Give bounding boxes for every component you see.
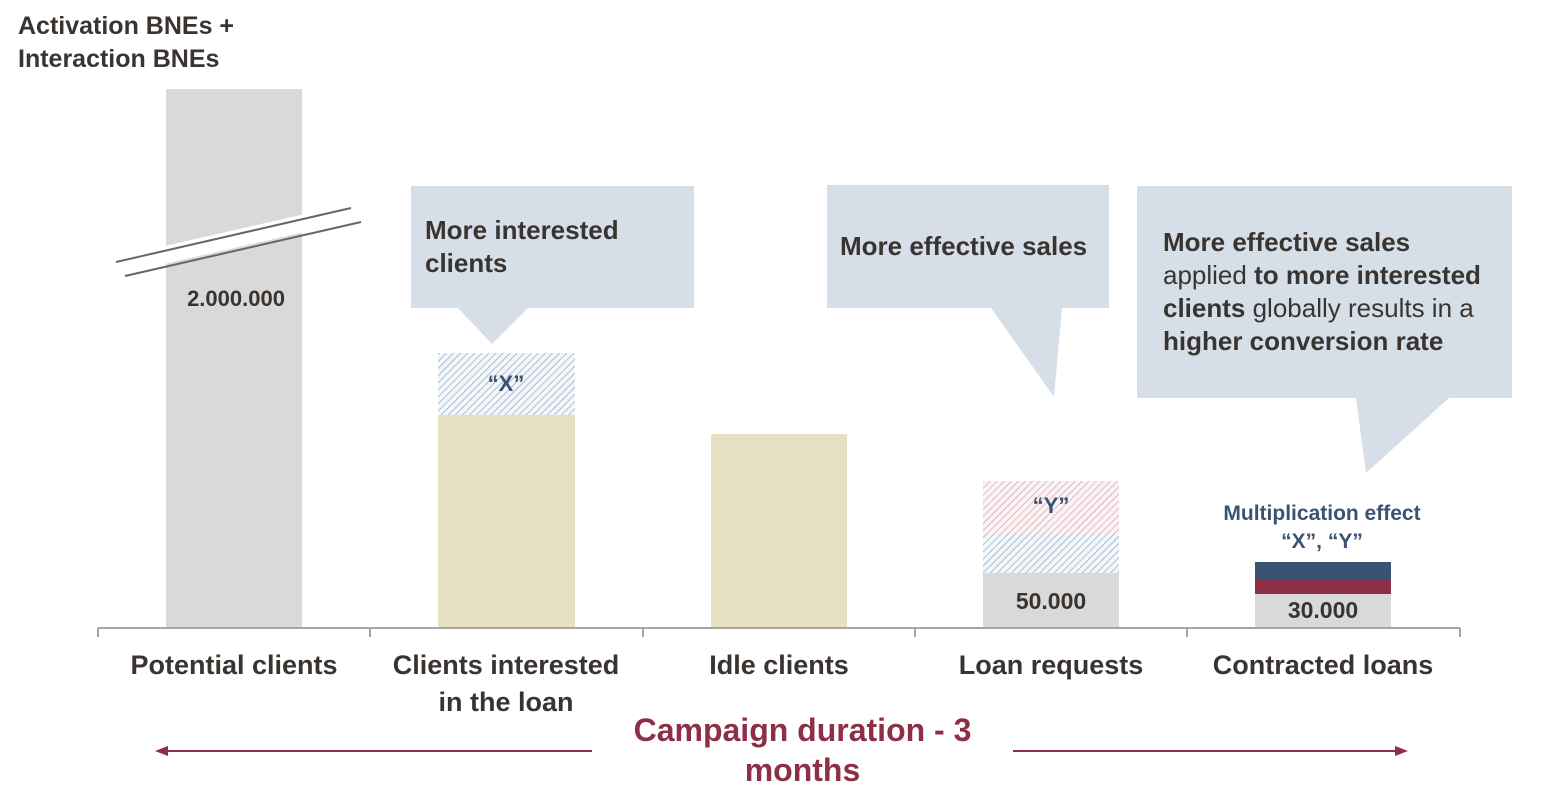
axis-break-line-bottom — [124, 221, 362, 277]
callout-2-segment-2: to more interested — [1254, 260, 1481, 290]
callout-interested-text: More interested clients — [425, 214, 619, 280]
callout-2-segment-4: globally results in a — [1245, 293, 1474, 323]
bar-interested-increment-x — [438, 353, 575, 415]
increment-label-y: “Y” — [1033, 493, 1070, 518]
bar-potential-clients-value: 2.000.000 — [187, 286, 285, 311]
callout-sales-bubble — [827, 185, 1109, 397]
callout-sales-text: More effective sales — [840, 230, 1087, 263]
callout-2-segment-3: clients — [1163, 293, 1246, 323]
bar-contracted-loans-base — [1255, 594, 1391, 628]
bar-contracted-loans-y-effect — [1255, 579, 1391, 594]
campaign-arrowhead-left — [155, 746, 168, 756]
y-axis-title-line-1: Activation BNEs + — [18, 12, 235, 40]
callout-0-segment-1: clients — [425, 248, 508, 278]
callout-conversion-bubble — [1137, 186, 1512, 473]
category-label-loan-requests-line-1: Loan requests — [959, 650, 1144, 680]
bar-loan-requests-increment-y — [983, 481, 1119, 533]
callout-2-segment-0: More effective sales — [1163, 227, 1411, 257]
callout-1-segment-0: More effective sales — [840, 231, 1088, 261]
bar-loan-requests-increment-x — [983, 533, 1119, 573]
bar-contracted-loans-value: 30.000 — [1288, 597, 1358, 623]
bar-contracted-loans-x-effect — [1255, 562, 1391, 579]
campaign-arrowhead-right — [1395, 746, 1408, 756]
category-label-idle-clients-line-1: Idle clients — [709, 650, 849, 680]
campaign-duration-label: Campaign duration - 3 months — [633, 712, 972, 788]
bar-loan-requests-base — [983, 573, 1119, 628]
axis-break-line-top — [115, 207, 352, 263]
callout-2-segment-1: applied — [1163, 260, 1255, 290]
bar-potential-clients — [166, 89, 302, 628]
bar-interested-base — [438, 415, 575, 628]
y-axis-title-line-2: Interaction BNEs — [18, 45, 220, 73]
multiplication-effect-xy: “X”, “Y” — [1281, 530, 1363, 553]
category-label-clients-interested-line-2: in the loan — [439, 687, 574, 717]
increment-label-x: “X” — [488, 371, 525, 396]
callout-2-segment-5: higher conversion rate — [1163, 326, 1444, 356]
category-label-clients-interested-line-1: Clients interested — [393, 650, 620, 680]
bar-idle-clients — [711, 434, 847, 628]
category-label-contracted-loans-line-1: Contracted loans — [1213, 650, 1434, 680]
bar-loan-requests-value: 50.000 — [1016, 588, 1086, 614]
multiplication-effect-label: Multiplication effect — [1223, 502, 1420, 525]
category-label-potential-clients-line-1: Potential clients — [130, 650, 337, 680]
callout-interested-bubble — [411, 186, 694, 344]
callout-0-segment-0: More interested — [425, 215, 619, 245]
y-axis-title: Activation BNEs + Interaction BNEs — [18, 10, 234, 76]
callout-conversion-text: More effective sales applied to more inte… — [1163, 226, 1481, 358]
